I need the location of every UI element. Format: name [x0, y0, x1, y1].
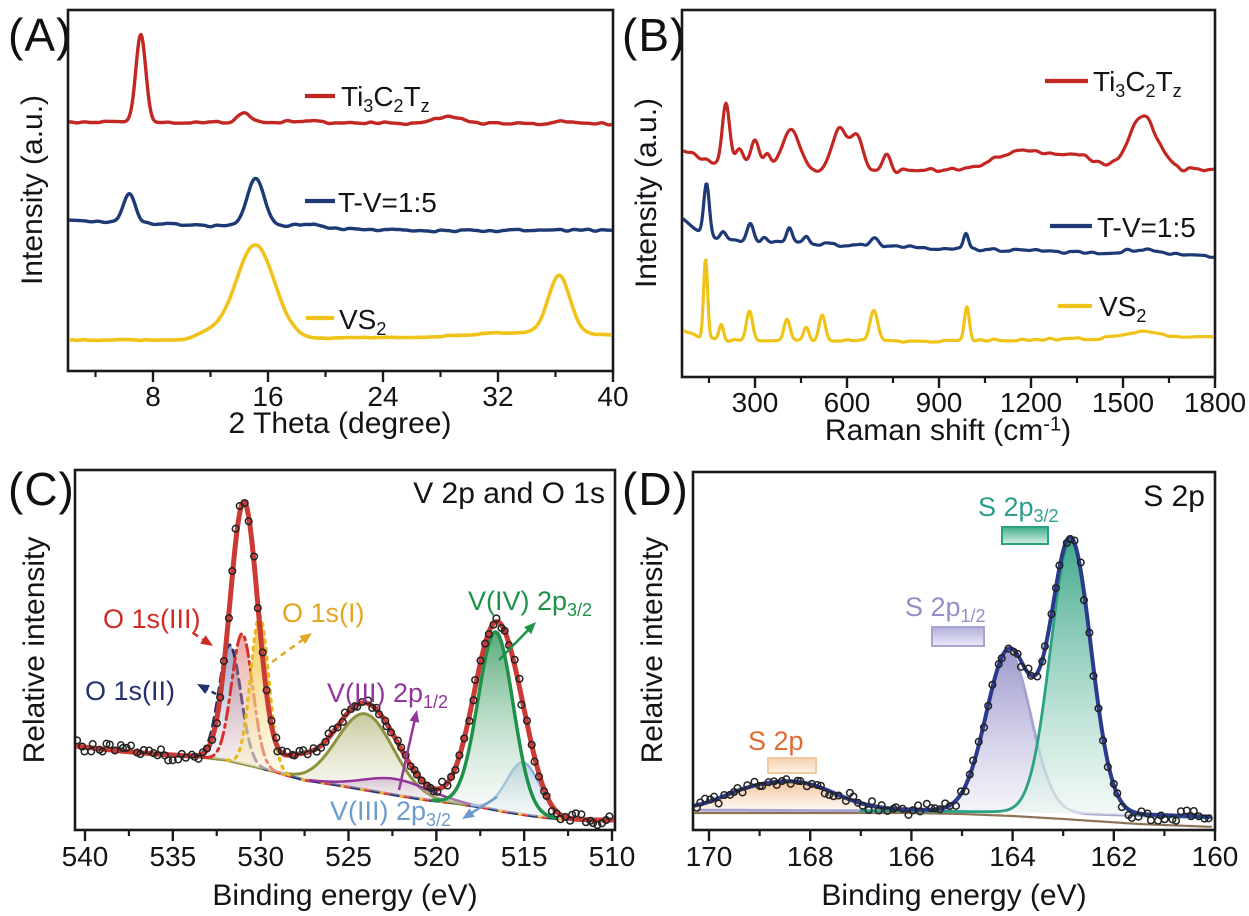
svg-text:Intensity (a.u.): Intensity (a.u.) — [16, 95, 49, 285]
legend-label: T-V=1:5 — [338, 187, 437, 218]
svg-text:1200: 1200 — [1000, 387, 1062, 418]
svg-text:535: 535 — [149, 841, 196, 872]
svg-text:32: 32 — [482, 381, 513, 412]
panel-b: 300 600 900 1200 1500 1800 Raman shift (cm-1​)… — [630, 8, 1246, 447]
annotation-label: V(III) 2p3/2​ — [330, 796, 451, 830]
annotation-swatch — [767, 757, 817, 774]
background-line — [694, 811, 1212, 828]
svg-text:1500: 1500 — [1092, 387, 1154, 418]
panel-letter-c: (C) — [8, 463, 75, 515]
legend-label: Ti3​C2​Tz​ — [1093, 66, 1182, 101]
svg-text:168: 168 — [787, 841, 834, 872]
curve-Ti3C2Tz — [683, 101, 1214, 175]
panel-letter-a: (A) — [8, 9, 73, 61]
panel-title: S 2p — [1143, 480, 1205, 513]
svg-text:Intensity (a.u.): Intensity (a.u.) — [630, 98, 663, 288]
annotation-swatch — [931, 626, 985, 647]
panel-d: 170 168 166 164 162 160 Binding energy (eV) Rel… — [636, 470, 1239, 912]
svg-text:515: 515 — [501, 841, 548, 872]
svg-text:1800: 1800 — [1184, 387, 1246, 418]
legend-label: Ti3​C2​Tz​ — [341, 81, 430, 116]
svg-text:540: 540 — [62, 841, 109, 872]
annotation-label: S 2p3/2​ — [978, 492, 1059, 526]
svg-text:Binding energy (eV): Binding energy (eV) — [212, 879, 477, 912]
svg-text:Relative intensity: Relative intensity — [636, 537, 669, 764]
annotation-label: V(IV) 2p3/2​ — [468, 586, 592, 620]
curve-VS2 — [683, 258, 1214, 344]
svg-text:170: 170 — [686, 841, 733, 872]
svg-text:164: 164 — [989, 841, 1036, 872]
raw-data-scatter — [694, 535, 1213, 825]
svg-text:8: 8 — [145, 381, 161, 412]
svg-text:Relative intensity: Relative intensity — [18, 537, 51, 764]
svg-text:24: 24 — [367, 381, 398, 412]
svg-text:Binding energy (eV): Binding energy (eV) — [821, 879, 1086, 912]
legend-label: VS2​ — [339, 304, 386, 339]
raw-data-scatter — [76, 498, 614, 829]
annotation-label: O 1s(I) — [282, 598, 365, 628]
svg-text:16: 16 — [252, 381, 283, 412]
annotation-label: V(III) 2p1/2​ — [327, 678, 448, 712]
svg-text:530: 530 — [237, 841, 284, 872]
svg-text:525: 525 — [325, 841, 372, 872]
curve-T-V=1:5 — [69, 176, 612, 234]
annotation-swatch — [1001, 526, 1049, 545]
svg-text:2 Theta (degree): 2 Theta (degree) — [229, 407, 452, 440]
annotation-label: S 2p — [748, 726, 804, 756]
annotation-label: O 1s(II) — [85, 676, 175, 706]
fill-S2p-oxidized — [694, 782, 937, 812]
envelope-fit — [694, 535, 1213, 819]
svg-text:162: 162 — [1090, 841, 1137, 872]
component-V-IV-2p32 — [431, 630, 557, 820]
annotation-label: O 1s(III) — [103, 604, 201, 634]
svg-text:900: 900 — [916, 387, 963, 418]
curve-Ti3C2Tz — [69, 32, 612, 127]
panel-letter-d: (D) — [622, 463, 689, 515]
svg-text:300: 300 — [732, 387, 779, 418]
curve-VS2 — [69, 243, 612, 343]
svg-text:520: 520 — [413, 841, 460, 872]
panel-title: V 2p and O 1s — [413, 477, 605, 510]
legend-label: T-V=1:5 — [1097, 212, 1196, 243]
panel-a: 8 16 24 32 40 2 Theta (degree) Intensity (a.u.… — [16, 8, 629, 440]
svg-text:510: 510 — [589, 841, 636, 872]
legend-label: VS2​ — [1099, 291, 1146, 326]
svg-text:40: 40 — [597, 381, 628, 412]
svg-text:160: 160 — [1192, 841, 1239, 872]
svg-text:166: 166 — [888, 841, 935, 872]
panel-c: 540 535 530 525 520 515 510 Binding energy (eV)… — [18, 468, 636, 912]
svg-text:600: 600 — [824, 387, 871, 418]
component-O1s-III — [201, 632, 284, 776]
curve-T-V=1:5 — [683, 182, 1214, 259]
panel-letter-b: (B) — [622, 9, 687, 61]
fill-O1s-I — [227, 616, 293, 777]
annotation-label: S 2p1/2​ — [905, 592, 986, 626]
svg-text:Raman shift (cm-1​): Raman shift (cm-1​) — [825, 413, 1071, 447]
fill-S2p32 — [860, 541, 1210, 818]
